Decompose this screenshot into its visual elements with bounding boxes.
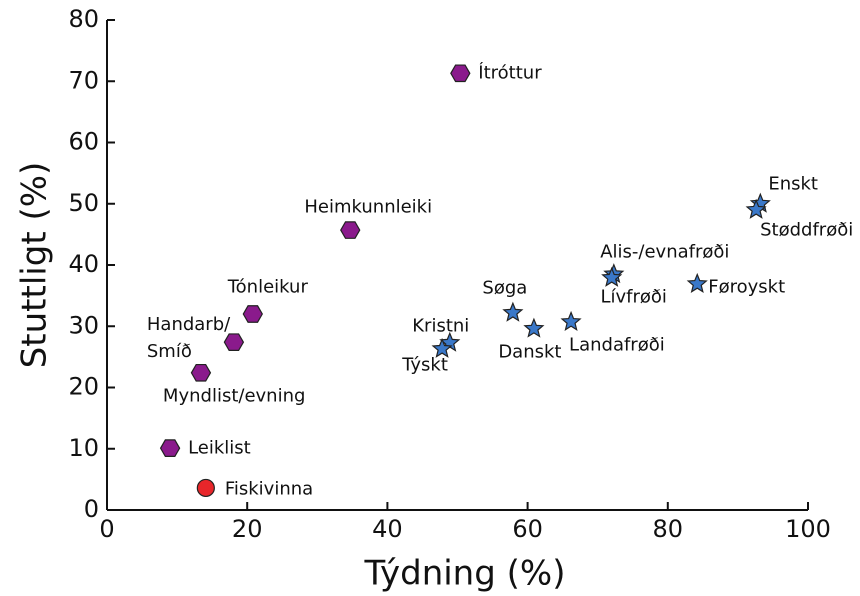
point	[431, 337, 453, 358]
point	[190, 363, 212, 382]
point-label: Støddfrøði	[760, 219, 854, 241]
point-label: Kristni	[412, 315, 470, 337]
x-tick-label: 100	[785, 515, 831, 543]
point	[223, 333, 245, 352]
x-tick-label: 20	[232, 515, 263, 543]
x-tick-label: 60	[512, 515, 543, 543]
y-tick-label: 20	[68, 373, 99, 401]
y-tick-label: 60	[68, 128, 99, 156]
y-tick-label: 30	[68, 311, 99, 339]
x-axis-label: Týdning (%)	[364, 554, 566, 594]
point-label: Handarb/ Smíð	[146, 314, 231, 363]
x-tick-label: 0	[99, 515, 114, 543]
point	[196, 478, 215, 498]
y-tick-label: 40	[68, 250, 99, 278]
point-label: Fiskivinna	[224, 478, 314, 500]
y-axis-label: Stuttligt (%)	[15, 162, 55, 369]
point	[523, 317, 545, 338]
point	[450, 64, 471, 83]
point-label: Tónleikur	[227, 276, 308, 298]
point-label: Føroyskt	[708, 276, 786, 298]
point	[502, 301, 524, 322]
point-label: Leiklist	[188, 437, 251, 459]
point-label: Lívfrøði	[600, 286, 667, 308]
x-tick-label: 80	[653, 515, 684, 543]
point-label: Enskt	[768, 173, 818, 195]
point-label: Týskt	[402, 354, 448, 376]
y-tick-label: 80	[68, 5, 99, 33]
point-label: Danskt	[498, 341, 562, 363]
point-label: Alis-/evnafrøði	[600, 241, 730, 263]
y-tick-label: 10	[68, 434, 99, 462]
point-label: Heimkunnleiki	[304, 196, 433, 218]
point	[340, 221, 361, 239]
point	[560, 310, 582, 331]
point	[159, 439, 181, 457]
point	[242, 305, 264, 323]
point-label: Søga	[482, 277, 528, 299]
point-label: Landafrøði	[569, 334, 665, 356]
point-label: Myndlist/evning	[162, 385, 306, 407]
point	[686, 272, 708, 293]
y-tick-label: 50	[68, 189, 99, 217]
x-tick-label: 40	[372, 515, 403, 543]
point-label: Ítróttur	[478, 62, 542, 84]
y-tick-label: 70	[68, 66, 99, 94]
point	[745, 198, 767, 219]
point	[601, 266, 623, 287]
y-tick-label: 0	[84, 495, 99, 523]
